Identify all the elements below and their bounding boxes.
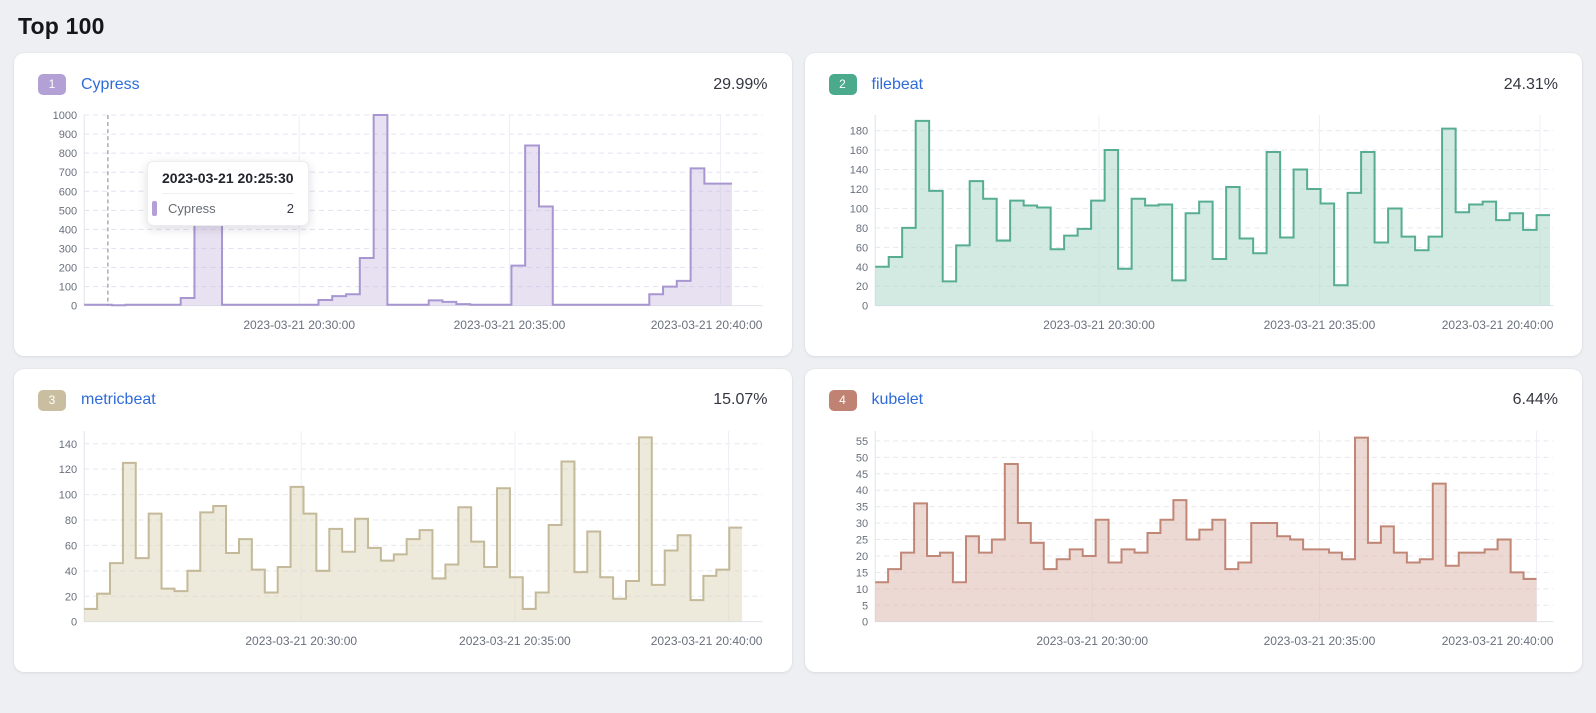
svg-text:2023-03-21 20:30:00: 2023-03-21 20:30:00 (245, 634, 357, 648)
svg-text:2023-03-21 20:30:00: 2023-03-21 20:30:00 (1036, 634, 1148, 648)
svg-text:0: 0 (862, 301, 868, 313)
svg-text:0: 0 (71, 617, 77, 629)
svg-text:140: 140 (849, 165, 867, 177)
rank-badge: 1 (38, 74, 66, 95)
charts-grid: 1 Cypress 29.99% 2023-03-21 20:25:30 Cyp… (0, 53, 1596, 686)
svg-text:160: 160 (849, 145, 867, 157)
percent-value: 29.99% (713, 75, 768, 93)
svg-text:2023-03-21 20:35:00: 2023-03-21 20:35:00 (1263, 318, 1375, 332)
svg-text:700: 700 (59, 167, 77, 179)
tooltip-timestamp: 2023-03-21 20:25:30 (162, 170, 294, 194)
svg-text:120: 120 (59, 464, 77, 476)
svg-text:30: 30 (855, 518, 867, 530)
tooltip-series-row: Cypress 2 (152, 194, 294, 216)
svg-text:20: 20 (65, 591, 77, 603)
area-chart-cypress[interactable]: 2023-03-21 20:25:30 Cypress 2 0 100 200 300… (38, 105, 768, 344)
chart-card-filebeat: 2 filebeat 24.31% 0 20 40 60 80 100 120 140 160 1… (804, 53, 1582, 356)
svg-text:600: 600 (59, 186, 77, 198)
tooltip-series-label: Cypress (168, 201, 216, 216)
svg-text:5: 5 (862, 600, 868, 612)
svg-text:200: 200 (59, 263, 77, 275)
svg-text:140: 140 (59, 439, 77, 451)
series-name-link[interactable]: Cypress (81, 75, 140, 93)
svg-text:300: 300 (59, 244, 77, 256)
card-header: 1 Cypress 29.99% (38, 74, 768, 95)
svg-text:2023-03-21 20:35:00: 2023-03-21 20:35:00 (1263, 634, 1375, 648)
svg-text:35: 35 (855, 501, 867, 513)
svg-text:40: 40 (855, 485, 867, 497)
svg-text:180: 180 (849, 126, 867, 138)
svg-text:55: 55 (855, 436, 867, 448)
svg-text:800: 800 (59, 148, 77, 160)
page-title: Top 100 (18, 13, 105, 39)
svg-text:50: 50 (855, 452, 867, 464)
svg-text:2023-03-21 20:35:00: 2023-03-21 20:35:00 (459, 634, 571, 648)
svg-text:500: 500 (59, 205, 77, 217)
svg-text:2023-03-21 20:40:00: 2023-03-21 20:40:00 (651, 634, 763, 648)
chart-card-cypress: 1 Cypress 29.99% 2023-03-21 20:25:30 Cyp… (14, 53, 792, 356)
chart-tooltip: 2023-03-21 20:25:30 Cypress 2 (147, 161, 309, 226)
svg-text:2023-03-21 20:40:00: 2023-03-21 20:40:00 (1441, 318, 1553, 332)
svg-text:40: 40 (65, 566, 77, 578)
percent-value: 15.07% (713, 391, 768, 409)
svg-text:15: 15 (855, 567, 867, 579)
tooltip-series-value: 2 (286, 201, 294, 216)
percent-value: 24.31% (1503, 75, 1558, 93)
rank-badge: 4 (828, 389, 857, 411)
svg-text:0: 0 (862, 617, 868, 629)
svg-text:45: 45 (855, 469, 867, 481)
svg-text:900: 900 (59, 129, 77, 141)
card-header: 3 metricbeat 15.07% (38, 389, 768, 411)
svg-text:400: 400 (59, 224, 77, 236)
svg-text:20: 20 (855, 281, 867, 293)
rank-badge: 2 (828, 74, 857, 95)
svg-text:100: 100 (59, 282, 77, 294)
area-chart-filebeat[interactable]: 0 20 40 60 80 100 120 140 160 180 2023-03-21 20:30… (829, 105, 1559, 344)
svg-text:20: 20 (855, 551, 867, 563)
rank-badge: 3 (38, 389, 66, 411)
svg-text:2023-03-21 20:40:00: 2023-03-21 20:40:00 (651, 318, 763, 332)
svg-text:60: 60 (65, 540, 77, 552)
area-chart-metricbeat[interactable]: 0 20 40 60 80 100 120 140 2023-03-21 20:30:00 202… (38, 421, 768, 660)
svg-text:0: 0 (71, 301, 77, 313)
percent-value: 6.44% (1512, 391, 1558, 409)
series-name-link[interactable]: metricbeat (81, 391, 156, 409)
svg-text:120: 120 (849, 184, 867, 196)
card-header: 2 filebeat 24.31% (828, 74, 1558, 95)
svg-text:80: 80 (65, 515, 77, 527)
svg-text:100: 100 (849, 203, 867, 215)
svg-text:2023-03-21 20:40:00: 2023-03-21 20:40:00 (1441, 634, 1553, 648)
svg-text:2023-03-21 20:35:00: 2023-03-21 20:35:00 (454, 318, 566, 332)
tooltip-series-marker (152, 201, 157, 216)
area-chart-kubelet[interactable]: 0 5 10 15 20 25 30 35 40 45 50 55 2023-03-21 20:30:0… (829, 421, 1559, 660)
card-header: 4 kubelet 6.44% (828, 389, 1558, 411)
svg-text:2023-03-21 20:30:00: 2023-03-21 20:30:00 (243, 318, 355, 332)
svg-text:25: 25 (855, 534, 867, 546)
svg-text:60: 60 (855, 242, 867, 254)
series-name-link[interactable]: kubelet (871, 391, 924, 409)
svg-text:2023-03-21 20:30:00: 2023-03-21 20:30:00 (1043, 318, 1155, 332)
chart-card-metricbeat: 3 metricbeat 15.07% 0 20 40 60 80 100 120 140 20… (14, 368, 792, 672)
chart-card-kubelet: 4 kubelet 6.44% 0 5 10 15 20 25 30 35 40 45 50 55 20… (804, 368, 1582, 672)
svg-text:40: 40 (855, 262, 867, 274)
svg-text:100: 100 (59, 489, 77, 501)
svg-text:1000: 1000 (53, 110, 78, 122)
series-name-link[interactable]: filebeat (871, 75, 924, 93)
svg-text:10: 10 (855, 584, 867, 596)
svg-text:80: 80 (855, 223, 867, 235)
